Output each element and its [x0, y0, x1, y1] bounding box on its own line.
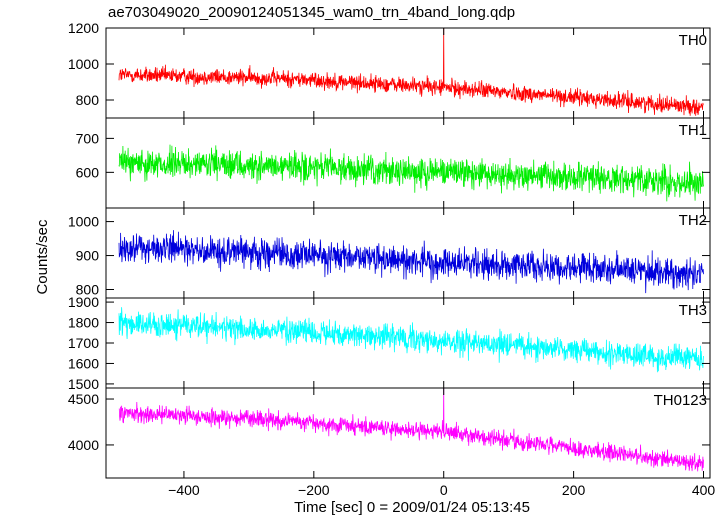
panel-label-th3: TH3 [679, 302, 707, 319]
x-axis-label: Time [sec] 0 = 2009/01/24 05:13:45 [294, 499, 530, 516]
y-tick-label: 1600 [68, 355, 99, 371]
y-tick-label: 4000 [68, 437, 99, 453]
series-line-th0123 [118, 388, 704, 472]
y-tick-label: 900 [76, 248, 100, 264]
series-line-th2 [118, 230, 704, 294]
panel-label-th2: TH2 [679, 212, 707, 229]
panel-label-th1: TH1 [679, 122, 707, 139]
panel-label-th0: TH0 [679, 32, 707, 49]
panel-th1: 600 700 TH1 [76, 117, 711, 209]
panels: 800 1000 1200 TH0 600 700 TH1 800 900 1000 TH2 1500… [68, 20, 711, 479]
x-tick-label: 200 [562, 482, 586, 498]
panel-th2: 800 900 1000 TH2 [68, 207, 711, 299]
y-tick-label: 4500 [68, 391, 99, 407]
y-tick-label: 1000 [68, 56, 99, 72]
y-tick-label: 1200 [68, 20, 99, 36]
series-line-th1 [118, 144, 704, 202]
panel-label-th0123: TH0123 [654, 392, 707, 409]
y-tick-label: 1900 [68, 294, 99, 310]
y-tick-label: 1700 [68, 335, 99, 351]
panel-th0: 800 1000 1200 TH0 [68, 20, 711, 119]
x-tick-label: 0 [440, 482, 448, 498]
y-tick-label: 600 [76, 164, 100, 180]
y-axis-label: Counts/sec [34, 219, 51, 295]
panel-th0123: 4000 4500 TH0123 [68, 387, 711, 479]
y-tick-label: 800 [76, 282, 100, 298]
y-tick-label: 1000 [68, 214, 99, 230]
x-tick-label: −400 [168, 482, 200, 498]
y-tick-label: 1500 [68, 376, 99, 392]
x-tick-label: −200 [298, 482, 330, 498]
y-tick-label: 1800 [68, 315, 99, 331]
panel-th3: 1500 1600 1700 1800 1900 TH3 [68, 294, 711, 392]
y-tick-label: 800 [76, 92, 100, 108]
panel-frame [105, 387, 711, 479]
x-tick-label: 400 [692, 482, 716, 498]
y-tick-label: 700 [76, 130, 100, 146]
series-line-th3 [118, 307, 704, 373]
chart-title: ae703049020_20090124051345_wam0_trn_4ban… [108, 4, 515, 21]
series-line-th0 [118, 28, 704, 116]
x-axis: −400 −200 0 200 400 [168, 482, 715, 498]
